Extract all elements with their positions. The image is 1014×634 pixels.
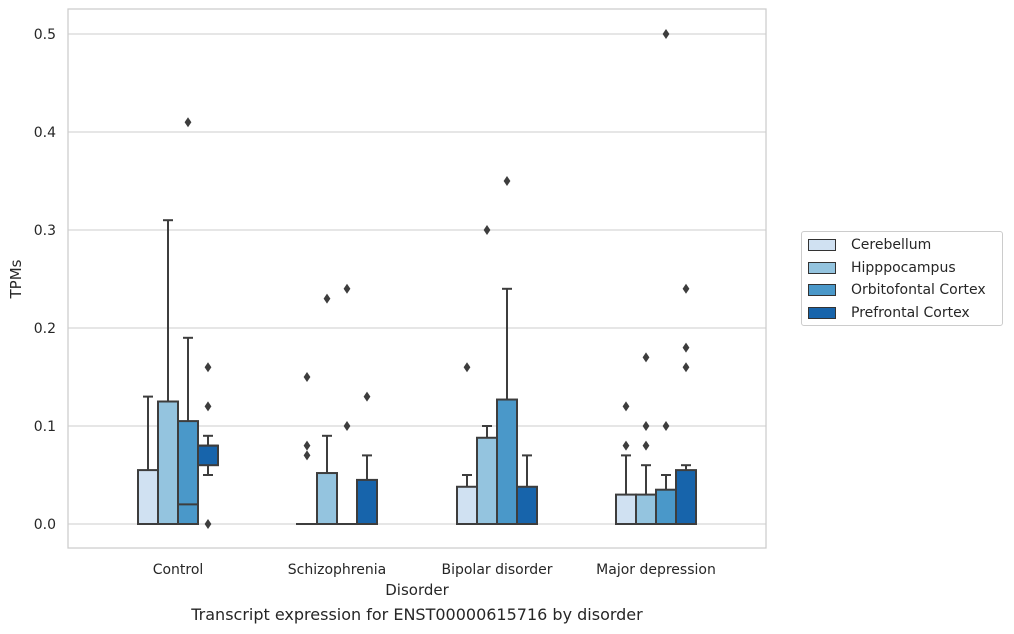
outlier-point	[463, 362, 471, 373]
legend-label: Prefrontal Cortex	[851, 305, 970, 321]
outlier-point	[184, 117, 192, 128]
x-tick-label: Major depression	[596, 562, 716, 578]
outlier-point	[682, 342, 690, 353]
box	[476, 436, 498, 526]
outlier-point	[642, 440, 650, 451]
outlier-point	[682, 362, 690, 373]
x-axis-label: Disorder	[385, 581, 449, 599]
legend-swatch	[808, 307, 836, 319]
legend-label: Cerebellum	[851, 237, 932, 253]
y-axis-ticks: 0.0 0.1 0.2 0.3 0.4 0.5	[34, 27, 56, 533]
box-group	[516, 454, 538, 526]
outlier-point	[642, 421, 650, 431]
x-tick-label: Bipolar disorder	[441, 562, 552, 578]
x-tick-label: Schizophrenia	[288, 562, 386, 578]
legend-label: Hipppocampus	[851, 260, 956, 276]
box-group	[456, 362, 478, 526]
box-group	[675, 283, 697, 526]
outlier-point	[503, 176, 511, 186]
box	[615, 493, 637, 526]
y-tick-label: 0.3	[34, 223, 56, 239]
box-group	[496, 176, 518, 526]
legend: Cerebellum Hipppocampus Orbitofontal Cor…	[801, 231, 1003, 326]
box	[516, 485, 538, 526]
box-group	[356, 391, 378, 525]
outlier-point	[622, 401, 630, 412]
outlier-point	[303, 372, 311, 382]
box-group	[476, 225, 498, 526]
y-tick-label: 0.4	[34, 125, 56, 141]
outlier-point	[343, 283, 351, 294]
legend-item: Prefrontal Cortex	[808, 303, 970, 323]
plot-frame	[67, 8, 767, 549]
outlier-point	[204, 362, 212, 373]
y-axis-label: TPMs	[7, 259, 25, 299]
legend-swatch	[808, 262, 836, 274]
legend-swatch	[808, 239, 836, 251]
y-tick-label: 0.5	[34, 27, 56, 43]
legend-label: Orbitofontal Cortex	[851, 282, 986, 298]
figure-caption: Transcript expression for ENST0000061571…	[191, 605, 643, 624]
plot-area-boxes	[137, 29, 697, 529]
outlier-point	[343, 421, 351, 431]
legend-item: Cerebellum	[808, 235, 931, 255]
outlier-point	[303, 440, 311, 451]
box-group	[157, 219, 179, 525]
y-tick-label: 0.0	[34, 517, 56, 533]
box-group	[336, 283, 358, 526]
box	[456, 485, 478, 526]
outlier-point	[303, 450, 311, 461]
legend-item: Hipppocampus	[808, 258, 956, 278]
box	[496, 398, 518, 526]
outlier-point	[483, 225, 491, 235]
outlier-point	[662, 29, 670, 39]
box	[157, 400, 179, 525]
box	[177, 420, 199, 526]
legend-item: Orbitofontal Cortex	[808, 280, 986, 300]
outlier-point	[682, 283, 690, 294]
box-group	[197, 362, 219, 529]
box	[316, 472, 338, 526]
x-tick-label: Control	[153, 562, 204, 578]
box	[197, 444, 219, 467]
outlier-point	[363, 391, 371, 402]
y-tick-label: 0.2	[34, 321, 56, 337]
box	[655, 488, 677, 526]
outlier-point	[204, 519, 212, 529]
box-group	[177, 117, 199, 526]
box	[675, 469, 697, 526]
box-group	[296, 372, 318, 526]
box	[137, 469, 159, 526]
box-group	[316, 293, 338, 526]
outlier-point	[642, 352, 650, 363]
y-tick-label: 0.1	[34, 419, 56, 435]
outlier-point	[204, 401, 212, 412]
box-group	[635, 352, 657, 526]
box-group	[137, 395, 159, 526]
outlier-point	[622, 440, 630, 451]
outlier-point	[323, 293, 331, 304]
box-group	[615, 401, 637, 526]
legend-swatch	[808, 284, 836, 296]
box	[635, 493, 657, 526]
box	[356, 478, 378, 525]
outlier-point	[662, 421, 670, 431]
box-group	[655, 29, 677, 526]
x-axis-ticks: Control Schizophrenia Bipolar disorder Majo…	[153, 562, 716, 578]
